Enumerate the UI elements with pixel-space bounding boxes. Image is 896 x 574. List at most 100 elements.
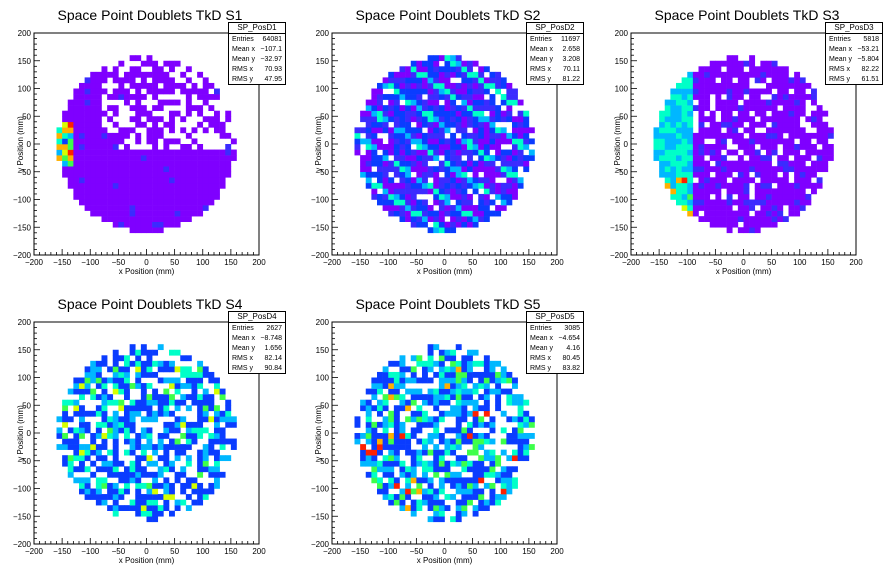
histogram-bin (146, 433, 153, 439)
histogram-bin (455, 421, 462, 428)
histogram-bin (174, 349, 181, 356)
histogram-bin (90, 110, 97, 117)
histogram-bin (129, 444, 136, 450)
histogram-bin (433, 144, 440, 150)
histogram-bin (489, 416, 496, 423)
histogram-bin (405, 177, 412, 184)
histogram-bin (135, 205, 142, 211)
y-tick-label: −200 (610, 251, 629, 260)
histogram-bin (483, 105, 490, 111)
histogram-bin (152, 221, 159, 228)
histogram-bin (214, 421, 220, 428)
histogram-bin (681, 149, 688, 156)
histogram-bin (101, 360, 108, 367)
histogram-bin (489, 110, 496, 117)
histogram-bin (124, 427, 130, 434)
histogram-bin (444, 182, 451, 189)
histogram-bin (202, 488, 209, 495)
histogram-bin (659, 132, 666, 139)
histogram-bin (794, 132, 801, 139)
histogram-bin (500, 494, 507, 500)
y-axis-label: y Position (mm) (314, 116, 323, 172)
histogram-bin (483, 216, 490, 222)
histogram-bin (444, 366, 451, 373)
histogram-bin (118, 199, 125, 206)
histogram-bin (90, 166, 97, 173)
histogram-bin (405, 205, 412, 211)
histogram-bin (721, 77, 727, 84)
histogram-bin (500, 438, 507, 445)
histogram-bin (732, 105, 739, 111)
histogram-bin (219, 171, 226, 178)
histogram-bin (766, 149, 772, 156)
histogram-bin (101, 405, 108, 412)
histogram-bin (214, 449, 220, 456)
histogram-bin (225, 405, 232, 412)
histogram-bin (782, 88, 789, 95)
histogram-bin (489, 199, 496, 206)
histogram-bin (107, 399, 114, 406)
histogram-bin (788, 188, 795, 195)
histogram-bin (461, 166, 468, 173)
histogram-bin (427, 166, 434, 173)
histogram-bin (214, 388, 220, 395)
histogram-bin (455, 416, 462, 423)
histogram-bin (737, 77, 744, 84)
histogram-bin (427, 77, 434, 84)
histogram-bin (816, 121, 823, 128)
histogram-bin (197, 199, 204, 206)
histogram-bin (393, 193, 400, 200)
histogram-bin (107, 366, 114, 373)
y-tick-label: 50 (22, 112, 31, 121)
histogram-bin (107, 494, 114, 500)
histogram-bin (478, 193, 485, 200)
histogram-bin (202, 82, 209, 89)
histogram-bin (455, 455, 462, 462)
histogram-bin (483, 149, 490, 156)
histogram-bin (749, 94, 756, 100)
histogram-bin (721, 166, 727, 173)
histogram-bin (399, 371, 406, 378)
histogram-bin (399, 433, 406, 439)
histogram-bin (659, 121, 666, 128)
histogram-bin (438, 510, 445, 517)
histogram-bin (405, 155, 412, 161)
histogram-bin (365, 399, 372, 406)
histogram-bin (737, 132, 744, 139)
histogram-bin (760, 105, 767, 111)
histogram-bin (56, 427, 63, 434)
histogram-bin (467, 155, 473, 161)
histogram-bin (399, 71, 406, 78)
histogram-bin (495, 383, 502, 389)
histogram-bin (377, 399, 383, 406)
histogram-bin (754, 88, 761, 95)
histogram-bin (478, 455, 485, 462)
histogram-bin (687, 71, 694, 78)
histogram-bin (444, 505, 451, 511)
histogram-bin (467, 60, 473, 67)
histogram-bin (512, 149, 518, 156)
histogram-bin (749, 71, 756, 78)
histogram-bin (197, 482, 204, 489)
histogram-bin (438, 105, 445, 111)
histogram-bin (676, 188, 682, 195)
histogram-bin (506, 132, 513, 139)
histogram-bin (698, 216, 705, 222)
histogram-bin (410, 88, 417, 95)
histogram-bin (461, 405, 468, 412)
histogram-bin (732, 71, 739, 78)
histogram-bin (433, 88, 440, 95)
histogram-bin (805, 82, 812, 89)
histogram-bin (450, 516, 457, 523)
histogram-bin (410, 433, 417, 439)
histogram-bin (416, 205, 423, 211)
histogram-bin (191, 371, 198, 378)
histogram-bin (512, 127, 518, 134)
histogram-bin (135, 138, 142, 145)
histogram-bin (90, 127, 97, 134)
histogram-bin (777, 188, 784, 195)
histogram-bin (483, 360, 490, 367)
histogram-bin (152, 460, 159, 467)
histogram-bin (230, 416, 237, 423)
histogram-bin (118, 371, 125, 378)
